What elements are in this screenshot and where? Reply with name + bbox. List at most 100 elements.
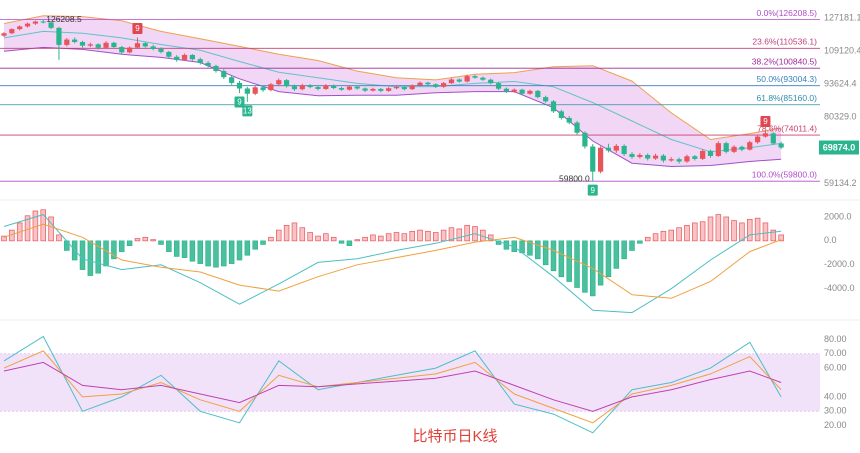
macd-bar [205, 240, 211, 267]
candle-body [48, 22, 54, 28]
candle-body [629, 154, 635, 157]
chart-title: 比特币日K线 [412, 428, 497, 445]
fib-label: 50.0%(93004.3) [757, 74, 818, 84]
macd-bar [574, 240, 580, 288]
td-marker-box [587, 184, 598, 196]
td-marker-label: 9 [135, 24, 140, 33]
macd-bar [221, 240, 227, 267]
candle-body [535, 90, 541, 98]
macd-bar [181, 240, 188, 258]
candle-body [181, 54, 188, 60]
fib-label: 38.2%(100840.5) [752, 56, 817, 66]
candle-body [511, 89, 517, 92]
fib-label: 0.0%(126208.5) [757, 8, 818, 18]
candle-body [723, 143, 729, 152]
candle-body [276, 80, 282, 85]
candle-body [448, 79, 455, 84]
candle-body [527, 90, 533, 94]
y-tick-label: 80329.0 [824, 112, 857, 122]
macd-bar [409, 230, 415, 242]
candle-body [56, 27, 62, 45]
candle-body [299, 85, 305, 90]
macd-bar [566, 240, 572, 282]
bollinger-fill [4, 15, 782, 167]
candle-body [558, 111, 564, 118]
candle-body [393, 87, 400, 89]
candle-body [103, 42, 109, 48]
candle-body [268, 84, 274, 91]
td-marker-box [234, 96, 245, 108]
macd-bar [433, 232, 439, 242]
candle-body [119, 47, 125, 53]
td-marker-box [760, 115, 771, 127]
rsi-tick-label: 20.00 [824, 420, 847, 430]
macd-bar [558, 240, 565, 278]
candle-body [503, 88, 509, 92]
y-tick-label: 93624.4 [824, 79, 857, 89]
macd-bar [746, 218, 753, 242]
candle-body [166, 51, 172, 57]
macd-bar [739, 222, 745, 242]
macd-bar [87, 240, 94, 276]
candle-body [441, 83, 447, 87]
y-tick-label: 127181.1 [824, 12, 860, 22]
last-price-badge [819, 140, 859, 155]
candle-body [425, 82, 431, 85]
candle-body [676, 159, 682, 162]
candle-body [111, 42, 117, 48]
macd-bar [464, 224, 470, 242]
macd-bar [723, 216, 729, 242]
macd-bar [535, 240, 541, 260]
macd-bar [378, 235, 384, 242]
candle-body [598, 147, 604, 172]
td-marker-box [132, 23, 143, 35]
candle-body [378, 88, 384, 91]
macd-bar [283, 224, 290, 242]
candle-body [197, 59, 203, 63]
macd-bar [393, 232, 400, 242]
macd-tick-label: -2000.0 [824, 259, 855, 269]
macd-bar [676, 227, 682, 242]
candle-body [778, 143, 784, 148]
candle-body [770, 133, 776, 144]
candle-body [221, 71, 227, 78]
macd-bar [315, 235, 321, 242]
candle-body [715, 143, 721, 156]
macd-bar [597, 240, 604, 286]
macd-bar [118, 240, 125, 252]
macd-bar [150, 239, 156, 242]
candle-body [346, 86, 352, 90]
macd-bar [715, 214, 722, 242]
fib-label: 23.6%(110536.1) [752, 37, 817, 47]
macd-bar [48, 216, 54, 242]
macd-bar [629, 240, 635, 251]
macd-bar [613, 240, 620, 269]
macd-bar [142, 236, 149, 242]
candle-body [72, 39, 78, 43]
candle-body [637, 154, 643, 157]
macd-bar [542, 240, 549, 266]
rsi-tick-label: 70.00 [824, 348, 847, 358]
fib-label: 61.8%(85160.0) [757, 93, 818, 103]
candle-body [386, 88, 392, 91]
macd-bar [307, 232, 313, 242]
macd-bar [213, 240, 219, 268]
td-marker-label: 9 [763, 117, 768, 126]
macd-bar [527, 240, 533, 256]
candle-body [660, 155, 666, 161]
candle-body [236, 82, 243, 89]
macd-bar [401, 233, 408, 242]
candle-body [700, 150, 706, 159]
candle-body [252, 87, 258, 94]
candle-body [464, 76, 470, 82]
candle-body [652, 155, 659, 159]
macd-bar [276, 229, 282, 242]
macd-bar [385, 233, 392, 242]
macd-bar [417, 229, 423, 242]
td-marker-label: 9 [237, 98, 242, 107]
candle-body [229, 77, 235, 83]
macd-bar [346, 240, 353, 247]
price-annotation: 126208.5 [46, 14, 82, 24]
td-marker-box [242, 105, 253, 117]
candle-body [519, 89, 525, 94]
